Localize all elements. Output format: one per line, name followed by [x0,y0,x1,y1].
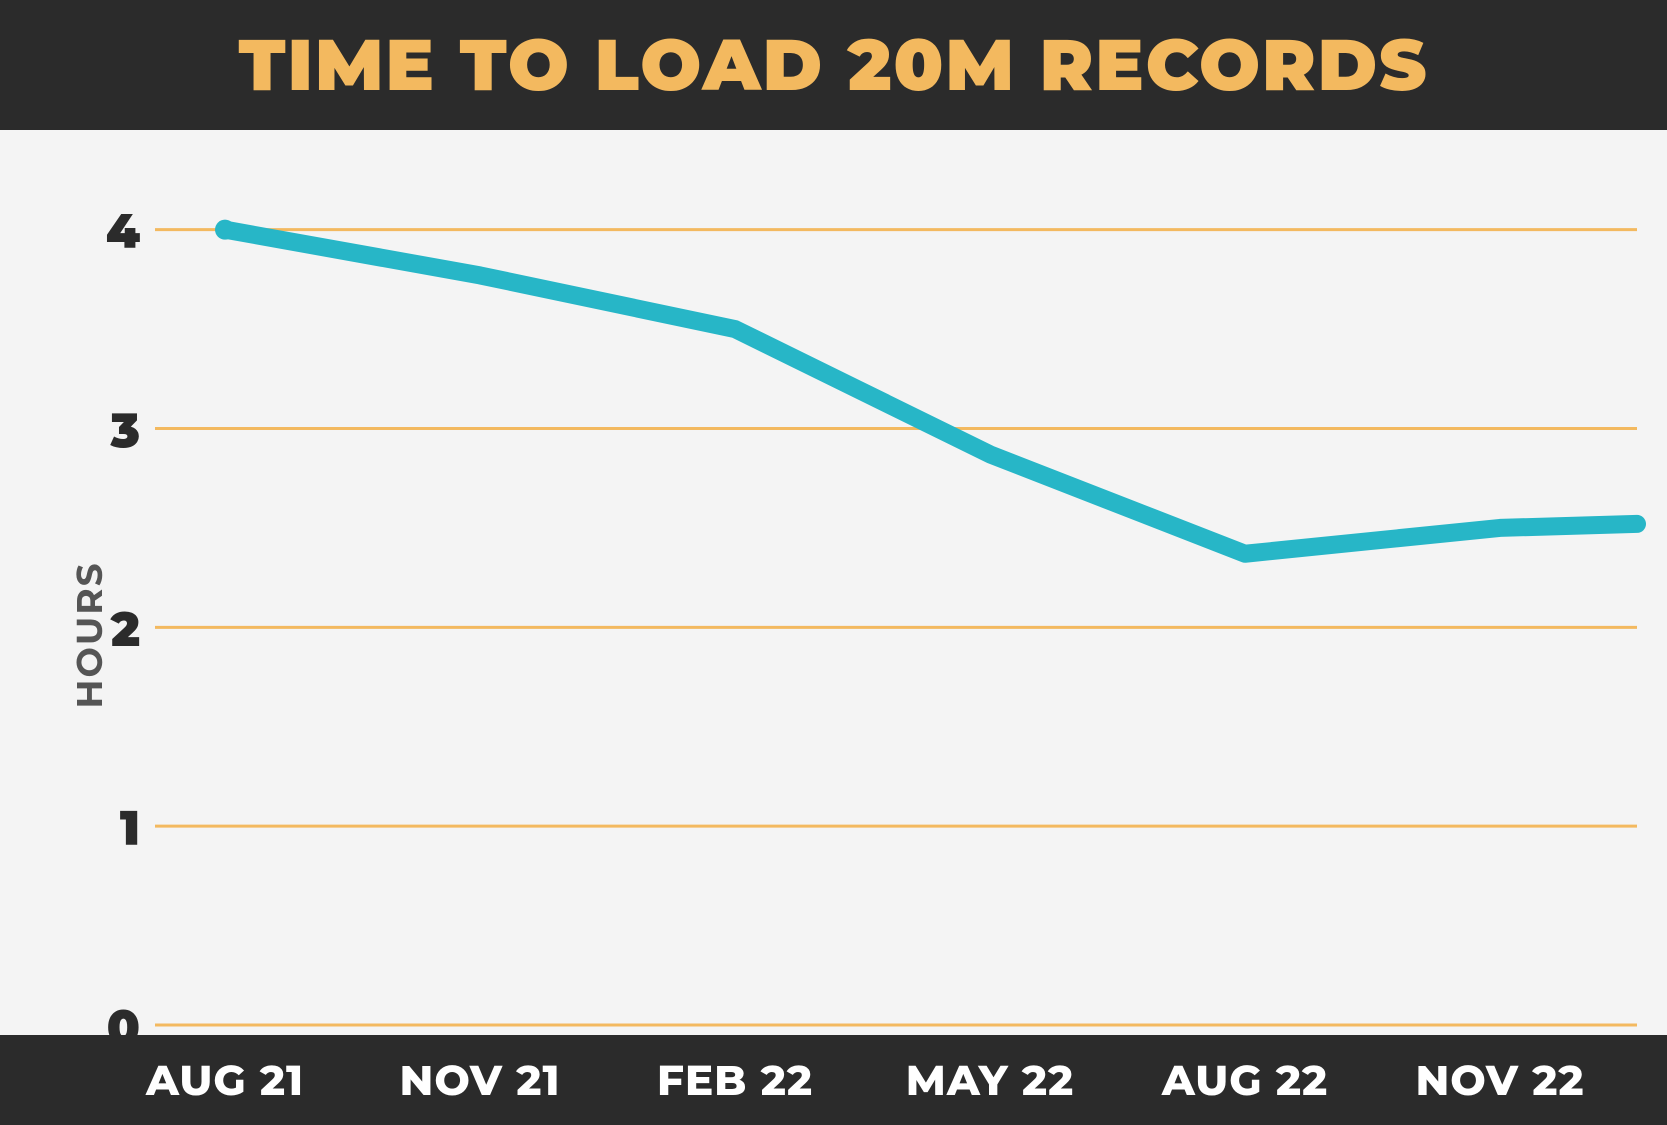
chart-title: TIME TO LOAD 20M RECORDS [239,21,1429,109]
x-tick-label: NOV 22 [1415,1054,1584,1106]
x-tick-label: AUG 21 [146,1054,304,1106]
chart-frame: TIME TO LOAD 20M RECORDS HOURS 01234 AUG… [0,0,1667,1125]
chart-plot-area: HOURS 01234 [0,130,1667,1035]
x-tick-label: NOV 21 [400,1054,561,1106]
x-tick-label: FEB 22 [657,1054,813,1106]
y-tick-label: 4 [60,203,140,261]
data-start-marker [215,220,235,240]
x-axis-bar: AUG 21 NOV 21 FEB 22 MAY 22 AUG 22 NOV 22 [0,1035,1667,1125]
y-tick-label: 2 [60,601,140,659]
chart-svg [0,130,1667,1035]
chart-title-bar: TIME TO LOAD 20M RECORDS [0,0,1667,130]
y-tick-label: 1 [60,800,140,858]
x-tick-label: MAY 22 [906,1054,1074,1106]
y-tick-label: 3 [60,402,140,460]
data-line [225,230,1637,554]
x-tick-label: AUG 22 [1162,1054,1328,1106]
